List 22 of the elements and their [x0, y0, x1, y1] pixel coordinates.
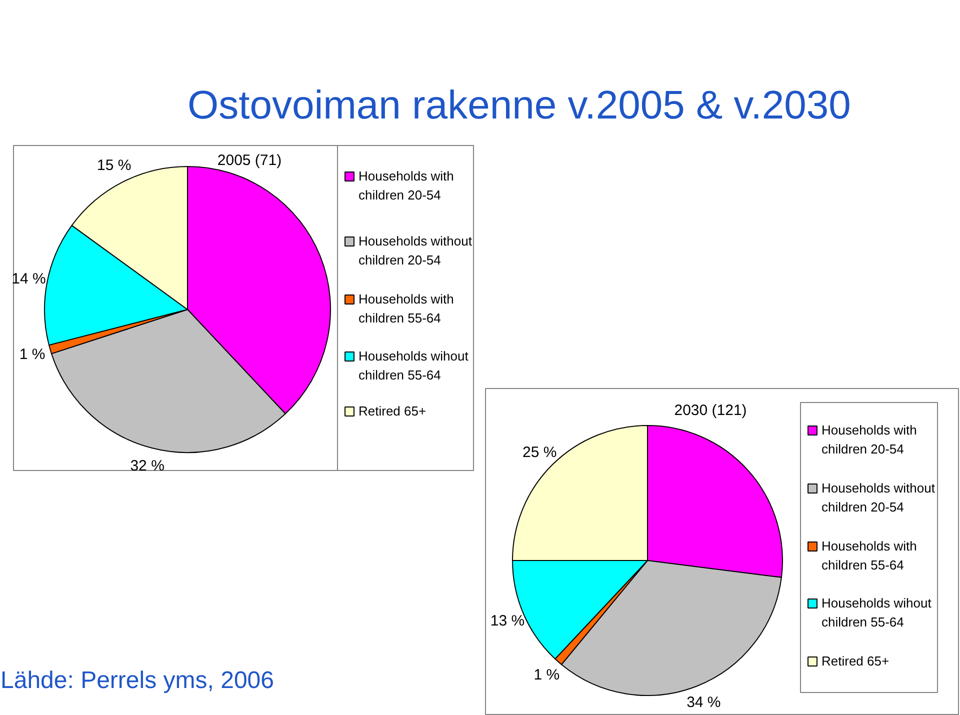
- data-label: 34 %: [686, 694, 721, 711]
- legend-label: Households wihout children 55-64: [822, 596, 932, 630]
- legend-label: Households with children 55-64: [822, 538, 917, 572]
- legend-label: Households with children 20-54: [822, 422, 917, 456]
- data-label: 1 %: [534, 666, 560, 684]
- data-label: 32 %: [130, 458, 164, 475]
- legend-label: Households wihout children 55-64: [358, 348, 469, 382]
- data-label: 13 %: [490, 612, 525, 630]
- legend-label: Households without children 20-54: [822, 480, 936, 514]
- data-label: 1 %: [19, 346, 46, 364]
- legend-label: Households without children 20-54: [358, 234, 472, 268]
- legend-label: Households with children 20-54: [358, 168, 454, 202]
- text: 2030 (121): [674, 402, 747, 419]
- legend-label: Retired 65+: [358, 404, 426, 418]
- legend-label: Households with children 55-64: [358, 292, 454, 326]
- data-label: 15 %: [97, 157, 132, 174]
- text: Lähde: Perrels yms, 2006: [0, 667, 274, 694]
- text: Ostovoiman rakenne v.2005 & v.2030: [188, 84, 851, 128]
- data-label: 25 %: [522, 444, 557, 462]
- text: 2005 (71): [217, 152, 282, 169]
- legend-label: Retired 65+: [822, 654, 890, 668]
- data-label: 14 %: [12, 270, 46, 288]
